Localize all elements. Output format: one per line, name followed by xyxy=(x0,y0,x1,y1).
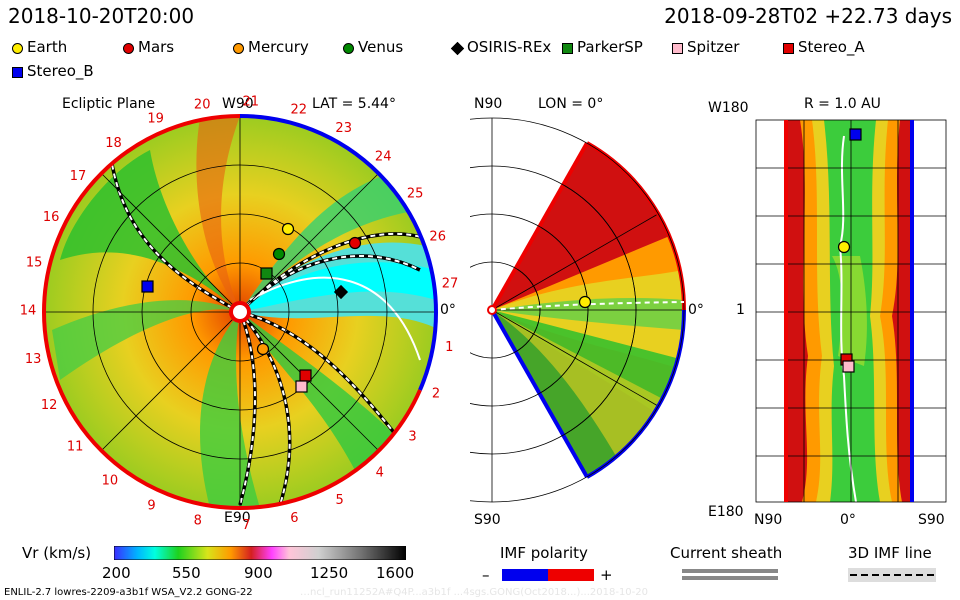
sector-number: 8 xyxy=(194,514,202,529)
imf-negative-swatch xyxy=(502,569,548,581)
ecliptic-right-label: 0° xyxy=(440,302,456,318)
colorbar-tick-1250: 1250 xyxy=(310,564,349,582)
sector-number: 2 xyxy=(432,387,440,402)
parkersp-marker-icon xyxy=(562,43,573,54)
spitzer-marker-icon xyxy=(672,43,683,54)
sector-number: 18 xyxy=(105,136,122,151)
longitude-label: LON = 0° xyxy=(538,96,604,112)
venus-marker-icon xyxy=(343,43,354,54)
sector-number: 7 xyxy=(242,518,250,530)
sector-number: 16 xyxy=(43,210,60,225)
map-bottom-left-label: E180 xyxy=(708,504,744,520)
colorbar-label: Vr (km/s) xyxy=(22,544,92,562)
longitude-map-plot xyxy=(755,119,947,503)
legend-item-spitzer: Spitzer xyxy=(672,38,739,56)
radius-label: R = 1.0 AU xyxy=(804,96,881,112)
sector-number: 24 xyxy=(375,150,392,165)
meridional-top-left-label: N90 xyxy=(474,96,503,112)
legend-item-parkersp: ParkerSP xyxy=(562,38,643,56)
stereo-b-marker xyxy=(141,280,154,293)
map-top-left-label: W180 xyxy=(708,100,749,116)
velocity-colorbar xyxy=(114,546,406,560)
sector-number: 21 xyxy=(243,94,260,109)
venus-marker xyxy=(272,247,286,261)
osiris-rex-marker xyxy=(333,284,349,300)
sector-number: 20 xyxy=(194,97,211,112)
sector-number: 19 xyxy=(147,112,164,127)
mercury-marker xyxy=(256,342,270,356)
ecliptic-top-label: W90 xyxy=(222,96,254,112)
imf-minus-label: – xyxy=(482,566,490,584)
current-sheath-title: Current sheath xyxy=(670,544,783,562)
footer-run-info: ENLIL-2.7 lowres-2209-a3b1f WSA_V2.2 GON… xyxy=(4,587,253,598)
map-x-label-s90: S90 xyxy=(918,512,945,528)
sector-number: 14 xyxy=(20,304,37,319)
sector-number: 26 xyxy=(429,230,446,245)
stereo-a-marker xyxy=(299,369,312,382)
colorbar-tick-900: 900 xyxy=(244,564,273,582)
sector-number: 5 xyxy=(336,493,344,508)
sector-number: 12 xyxy=(41,398,58,413)
right-timestamp: 2018-09-28T02 +22.73 days xyxy=(664,4,952,28)
sector-number: 27 xyxy=(442,277,459,292)
current-sheath-swatch-2 xyxy=(682,576,778,580)
meridional-plane-plot xyxy=(470,117,687,503)
spitzer-marker-map xyxy=(842,360,855,373)
legend-item-mercury: Mercury xyxy=(233,38,309,56)
imf-positive-swatch xyxy=(548,569,594,581)
map-x-label-0: 0° xyxy=(840,512,856,528)
legend-item-mars: Mars xyxy=(123,38,174,56)
sector-number: 17 xyxy=(70,169,87,184)
meridional-right-label: 0° xyxy=(688,302,704,318)
sector-number: 6 xyxy=(290,511,298,526)
mars-marker-icon xyxy=(123,43,134,54)
sector-number: 22 xyxy=(291,102,308,117)
legend-item-stereo-a: Stereo_A xyxy=(783,38,865,56)
stereo-a-marker-icon xyxy=(783,43,794,54)
legend-item-osiris-rex: OSIRIS-REx xyxy=(450,38,551,56)
earth-marker-icon xyxy=(12,43,23,54)
stereo-b-marker-icon xyxy=(12,67,23,78)
latitude-label: LAT = 5.44° xyxy=(312,96,396,112)
map-x-label-n90: N90 xyxy=(754,512,783,528)
mercury-marker-icon xyxy=(233,43,244,54)
legend-item-venus: Venus xyxy=(343,38,403,56)
sector-number: 25 xyxy=(407,186,424,201)
ecliptic-bottom-label: E90 xyxy=(224,510,251,526)
colorbar-tick-1600: 1600 xyxy=(376,564,415,582)
legend-item-stereo-b: Stereo_B xyxy=(12,62,94,80)
imf-polarity-title: IMF polarity xyxy=(500,544,588,562)
earth-marker-map xyxy=(837,240,851,254)
sector-number: 9 xyxy=(147,499,155,514)
earth-marker-meridional xyxy=(578,295,592,309)
sector-number: 23 xyxy=(335,121,352,136)
footer-faint-info: …ncl_run11252A#Q4P...a3b1f ...4sgs.GONG(… xyxy=(300,587,648,598)
meridional-bottom-label: S90 xyxy=(474,512,501,528)
imf-3d-title: 3D IMF line xyxy=(848,544,932,562)
left-timestamp: 2018-10-20T20:00 xyxy=(8,4,195,28)
map-mid-label: 1 xyxy=(736,302,745,318)
spitzer-marker xyxy=(295,380,308,393)
earth-marker xyxy=(281,222,295,236)
sector-number: 4 xyxy=(376,465,384,480)
sector-number: 10 xyxy=(102,473,119,488)
parkersp-marker xyxy=(260,267,273,280)
colorbar-tick-200: 200 xyxy=(102,564,131,582)
sector-number: 15 xyxy=(26,255,43,270)
legend-item-earth: Earth xyxy=(12,38,67,56)
mars-marker xyxy=(348,236,362,250)
sector-number: 3 xyxy=(408,429,416,444)
sector-number: 13 xyxy=(25,352,42,367)
colorbar-tick-550: 550 xyxy=(172,564,201,582)
current-sheath-swatch xyxy=(682,569,778,573)
imf-plus-label: + xyxy=(600,566,613,584)
sector-number: 11 xyxy=(67,439,84,454)
stereo-b-marker-map xyxy=(849,128,862,141)
imf-3d-line-swatch xyxy=(848,568,936,582)
ecliptic-plane-title: Ecliptic Plane xyxy=(62,96,156,112)
sector-number: 1 xyxy=(445,340,453,355)
